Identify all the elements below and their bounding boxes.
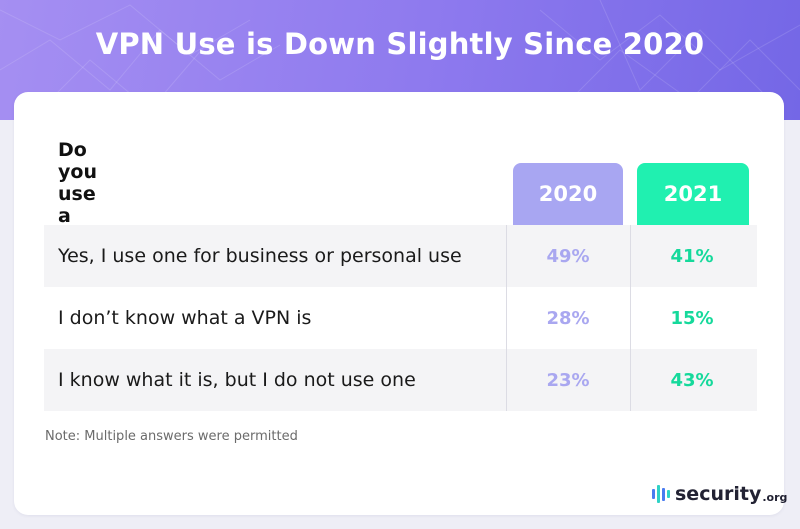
value-2020: 49% — [546, 245, 590, 267]
value-2021: 43% — [670, 369, 714, 391]
security-org-logo: security .org — [652, 482, 787, 506]
table-row: Yes, I use one for business or personal … — [44, 225, 757, 287]
value-2020: 23% — [546, 369, 590, 391]
value-2020: 28% — [546, 307, 590, 329]
network-pattern-decoration — [0, 0, 800, 120]
value-2021: 15% — [670, 307, 714, 329]
row-label: Yes, I use one for business or personal … — [58, 245, 462, 267]
column-header-2020: 2020 — [513, 163, 623, 225]
row-label: I don’t know what a VPN is — [58, 307, 312, 329]
value-2021: 41% — [670, 245, 714, 267]
question-label: Do you use a VPN? — [58, 139, 114, 249]
logo-name: security — [675, 483, 762, 505]
column-divider — [506, 225, 507, 411]
column-divider — [630, 225, 631, 411]
table-card: Do you use a VPN? 2020 2021 Yes, I use o… — [14, 92, 787, 515]
row-label: I know what it is, but I do not use one — [58, 369, 416, 391]
footnote: Note: Multiple answers were permitted — [45, 429, 298, 444]
table-row: I don’t know what a VPN is 28% 15% — [44, 287, 757, 349]
logo-suffix: .org — [762, 490, 788, 504]
table-row: I know what it is, but I do not use one … — [44, 349, 757, 411]
column-header-2021: 2021 — [637, 163, 749, 225]
security-bars-icon — [652, 485, 670, 503]
chart-title: VPN Use is Down Slightly Since 2020 — [95, 27, 705, 61]
